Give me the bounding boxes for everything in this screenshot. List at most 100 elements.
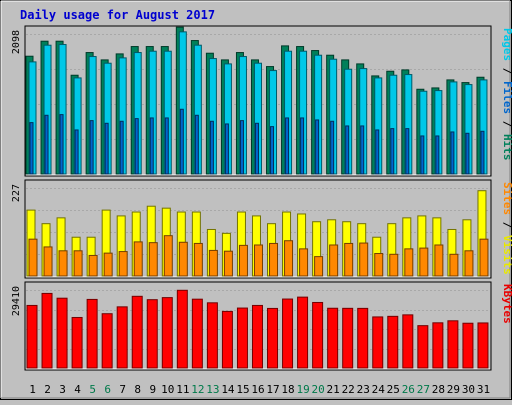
x-tick-label-day-6: 6 [104, 383, 111, 396]
series-label-kbytes: KBytes [501, 284, 512, 324]
panel-bars [25, 26, 488, 175]
bar-sites-day-14 [223, 250, 233, 277]
bar-pages-day-1 [29, 122, 34, 175]
bar-kbytes-day-31 [477, 322, 489, 369]
bar-pages-day-5 [89, 120, 94, 175]
x-tick-label-day-23: 23 [357, 383, 370, 396]
panel-bars [26, 289, 489, 369]
bar-sites-day-17 [269, 242, 279, 277]
series-label-hits: Hits [501, 134, 512, 161]
bar-kbytes-day-2 [41, 292, 53, 369]
bar-pages-day-14 [224, 123, 229, 175]
bar-pages-day-20 [315, 119, 320, 175]
series-label-sites: Sites [501, 182, 512, 215]
bar-kbytes-day-29 [447, 320, 459, 369]
x-tick-label-day-25: 25 [387, 383, 400, 396]
x-tick-label-day-18: 18 [281, 383, 294, 396]
bar-pages-day-8 [134, 118, 139, 175]
bar-kbytes-day-27 [417, 325, 429, 369]
bar-pages-day-25 [390, 128, 395, 175]
bar-pages-day-19 [300, 117, 305, 175]
bar-pages-day-16 [254, 122, 259, 175]
x-tick-label-day-13: 13 [206, 383, 219, 396]
bar-pages-day-28 [435, 135, 440, 175]
x-tick-label-day-16: 16 [251, 383, 264, 396]
panel-bars [26, 190, 489, 277]
bar-sites-day-8 [133, 241, 143, 277]
bar-kbytes-day-17 [267, 307, 279, 369]
bar-sites-day-24 [374, 253, 384, 277]
bar-kbytes-day-21 [327, 307, 339, 369]
bar-kbytes-day-12 [191, 298, 203, 369]
bar-kbytes-day-20 [312, 301, 324, 369]
label-separator: / [501, 114, 512, 134]
x-axis-labels: 1 2 3 4 5 6 7 8 9 10 11 12 13 14 15 16 17 18 19 20 21 22 23 24 2… [29, 383, 490, 396]
bar-pages-day-29 [450, 131, 455, 175]
bar-pages-day-11 [179, 108, 184, 175]
bar-pages-day-4 [74, 129, 79, 175]
bar-pages-day-3 [59, 114, 64, 175]
bar-kbytes-day-8 [131, 295, 143, 369]
bar-sites-day-26 [404, 248, 414, 277]
bar-kbytes-day-18 [282, 298, 294, 369]
bar-sites-day-13 [208, 249, 218, 277]
bar-pages-day-10 [164, 117, 169, 175]
chart-title: Daily usage for August 2017 [20, 8, 215, 22]
x-tick-label-day-10: 10 [161, 383, 174, 396]
y-max-label: 2098 [11, 30, 22, 54]
bar-sites-day-11 [178, 241, 188, 277]
x-tick-label-day-28: 28 [432, 383, 445, 396]
x-tick-label-day-22: 22 [342, 383, 355, 396]
x-tick-label-day-8: 8 [134, 383, 141, 396]
bar-kbytes-day-10 [161, 297, 173, 369]
bar-kbytes-day-26 [402, 314, 414, 369]
x-tick-label-day-21: 21 [327, 383, 340, 396]
bar-sites-day-9 [148, 242, 158, 277]
bar-sites-day-28 [434, 244, 444, 277]
bar-kbytes-day-4 [71, 316, 83, 369]
bar-kbytes-day-14 [221, 310, 233, 369]
bar-sites-day-23 [359, 242, 369, 277]
bar-kbytes-day-22 [342, 307, 354, 369]
x-tick-label-day-31: 31 [477, 383, 490, 396]
bar-pages-day-22 [345, 125, 350, 175]
bar-pages-day-17 [270, 126, 275, 175]
bar-sites-day-25 [389, 253, 399, 277]
y-max-label: 29410 [11, 286, 22, 316]
right-series-label: Pages / Files / Hits [501, 28, 512, 161]
series-label-files: Files [501, 81, 512, 114]
bar-kbytes-day-13 [206, 302, 218, 369]
panel-kbytes: 29410 KBytes [11, 281, 512, 371]
bar-pages-day-23 [360, 125, 365, 175]
bar-sites-day-4 [73, 250, 83, 277]
x-tick-label-day-1: 1 [29, 383, 36, 396]
right-series-label: KBytes [501, 284, 512, 324]
bar-kbytes-day-28 [432, 322, 444, 369]
label-separator: / [501, 61, 512, 81]
label-separator: / [501, 215, 512, 235]
bar-kbytes-day-5 [86, 298, 98, 369]
bar-pages-day-2 [44, 114, 49, 175]
x-tick-label-day-11: 11 [176, 383, 189, 396]
bar-kbytes-day-23 [357, 307, 369, 369]
x-tick-label-day-24: 24 [372, 383, 386, 396]
x-tick-label-day-15: 15 [236, 383, 249, 396]
x-tick-label-day-19: 19 [296, 383, 309, 396]
bar-sites-day-31 [479, 238, 489, 277]
bar-sites-day-5 [88, 254, 98, 277]
bar-pages-day-15 [239, 120, 244, 175]
series-label-visits: Visits [501, 235, 512, 275]
bar-sites-day-6 [103, 252, 113, 277]
bar-pages-day-9 [149, 117, 154, 175]
bar-sites-day-21 [329, 244, 339, 277]
series-label-pages: Pages [501, 28, 512, 61]
bar-sites-day-30 [464, 250, 474, 277]
x-tick-label-day-27: 27 [417, 383, 430, 396]
x-tick-label-day-14: 14 [221, 383, 235, 396]
panel-frame [24, 179, 492, 279]
bar-kbytes-day-1 [26, 304, 38, 369]
bar-kbytes-day-15 [236, 307, 248, 369]
bar-kbytes-day-16 [251, 304, 263, 369]
x-tick-label-day-29: 29 [447, 383, 460, 396]
panel-visits-sites: 227 Sites / Visits [11, 179, 512, 279]
